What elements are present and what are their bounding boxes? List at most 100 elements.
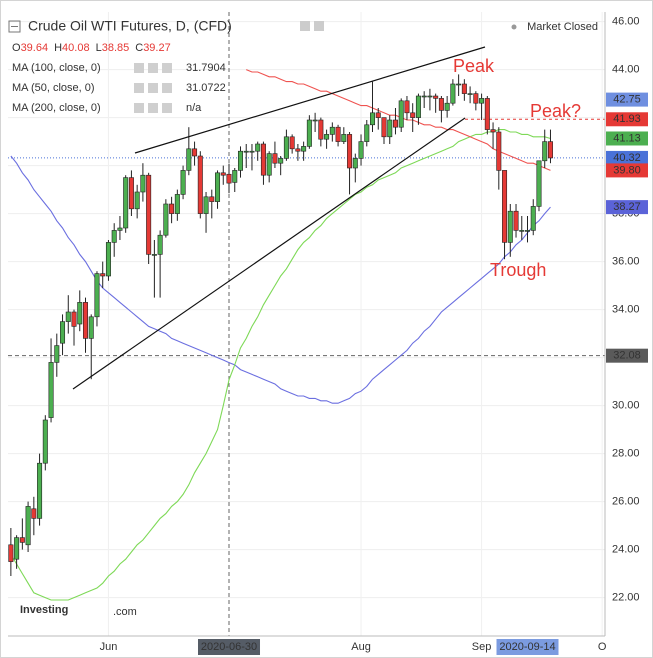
candle-body (525, 230, 531, 232)
candle-body (266, 153, 272, 176)
y-tick-label: 30.00 (612, 400, 640, 412)
y-tick-label: 34.00 (612, 304, 640, 316)
collapse-icon[interactable] (8, 20, 21, 33)
legend-icon (162, 83, 172, 93)
ohlc-label: O (12, 42, 21, 54)
candle-body (398, 100, 404, 128)
moving-average-line (10, 155, 551, 404)
candle-body (410, 112, 416, 118)
y-tick-label: 28.00 (612, 448, 640, 460)
legend-icon (134, 103, 144, 113)
candle-body (146, 174, 152, 255)
candle-body (370, 112, 376, 126)
x-tick-label: Sep (472, 641, 492, 653)
annotation: Trough (490, 260, 546, 280)
candle-body (289, 136, 295, 150)
candle-body (473, 93, 479, 104)
candle-body (392, 119, 398, 128)
candle-body (318, 119, 324, 140)
status-dot (511, 24, 517, 30)
legend: MA (100, close, 0) 31.7904 MA (50, close, … (12, 62, 226, 114)
x-label-box (198, 639, 261, 655)
candle-body (484, 98, 490, 130)
candle-body (496, 131, 502, 171)
candle-body (306, 119, 312, 147)
candle-body (180, 170, 186, 195)
legend-icon (148, 103, 158, 113)
candle-body (14, 537, 20, 560)
settings-icon[interactable] (300, 21, 310, 31)
candle-body (347, 134, 353, 169)
candle-body (456, 83, 462, 86)
y-tick-label: 24.00 (612, 544, 640, 556)
candle-body (507, 210, 513, 243)
annotation: Peak? (530, 101, 581, 121)
ohlc-readout: O39.64 H40.08 L38.85 C39.27 (12, 42, 171, 54)
candle-body (60, 321, 66, 344)
candle-body (542, 141, 548, 162)
candle-body (226, 173, 232, 184)
ohlc-value: 39.27 (143, 42, 171, 54)
candle-body (209, 196, 215, 202)
ohlc-label: H (54, 42, 62, 54)
candle-body (502, 170, 508, 243)
candle-body (243, 150, 249, 153)
candle-body (100, 273, 106, 277)
trend-line (72, 117, 466, 390)
annotation: Peak (453, 56, 495, 76)
candle-body (450, 83, 456, 104)
moving-average-line (10, 129, 551, 601)
candle-body (467, 93, 473, 95)
legend-value: 31.0722 (186, 82, 226, 94)
candle-body (186, 148, 192, 171)
candle-body (237, 150, 243, 171)
candle-body (312, 119, 318, 122)
legend-label: MA (100, close, 0) (12, 62, 101, 74)
candle-body (19, 537, 25, 543)
candle-body (94, 273, 100, 318)
price-tag (606, 163, 648, 178)
candle-body (335, 126, 341, 142)
candle-body (364, 124, 370, 142)
candle-body (404, 100, 410, 114)
plot (8, 69, 553, 601)
candle-body (490, 129, 496, 133)
candle-body (260, 143, 266, 176)
candle-body (324, 134, 330, 140)
ohlc-value: 40.08 (62, 42, 90, 54)
candle-body (387, 119, 393, 138)
candle-body (163, 203, 169, 236)
candle-body (295, 148, 301, 152)
candle-body (249, 150, 255, 153)
x-label-box (496, 639, 559, 655)
legend-icon (162, 63, 172, 73)
y-tick-label: 44.00 (612, 64, 640, 76)
x-tick-label: 2020-06-30 (201, 641, 257, 653)
price-tag-label: 32.08 (613, 350, 641, 362)
candle-body (71, 311, 77, 327)
candle-body (48, 362, 54, 418)
y-tick-label: 26.00 (612, 496, 640, 508)
price-tag (606, 131, 648, 146)
settings-icon[interactable] (314, 21, 324, 31)
candle-body (215, 172, 221, 202)
candle-body (169, 203, 175, 214)
candle-body (283, 136, 289, 159)
candle-body (174, 194, 180, 214)
legend-value: n/a (186, 102, 202, 114)
price-tag (606, 112, 648, 127)
candle-body (117, 227, 123, 231)
x-tick-label: 2020-09-14 (499, 641, 555, 653)
candle-body (479, 98, 485, 104)
candle-body (255, 143, 261, 152)
candle-body (203, 196, 209, 214)
trend-line (134, 46, 486, 154)
price-tag (606, 200, 648, 215)
candle-body (157, 234, 163, 255)
candle-body (65, 311, 71, 322)
candle-body (341, 134, 347, 142)
ohlc-label: L (96, 42, 102, 54)
candle-body (547, 141, 553, 159)
